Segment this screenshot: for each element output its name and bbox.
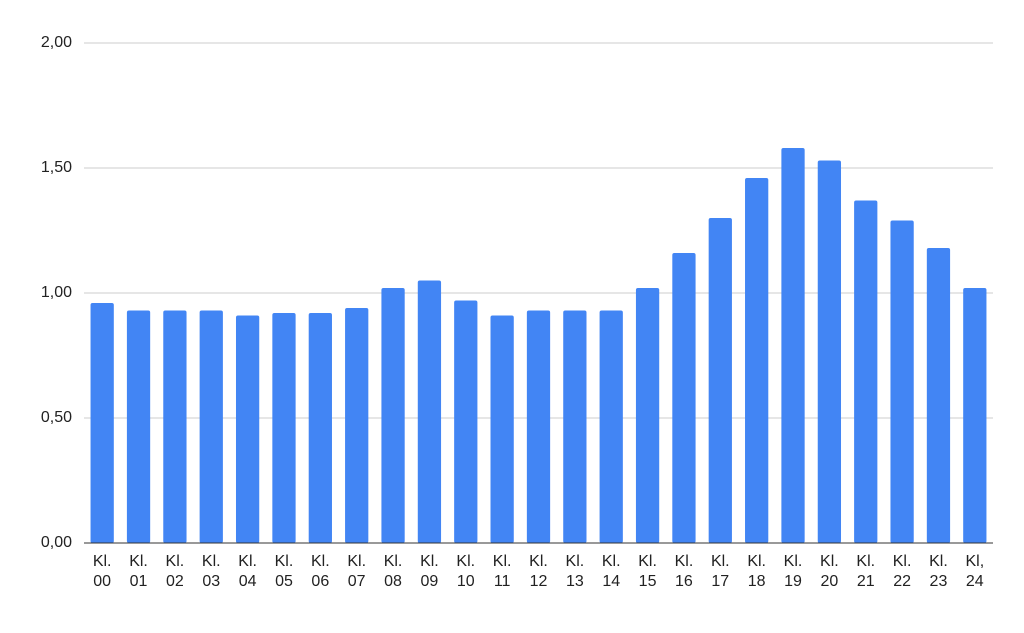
x-tick-label: Kl. 22 [892, 553, 912, 590]
bar [308, 313, 332, 543]
bar [417, 280, 442, 543]
bar [199, 310, 223, 543]
bar [454, 300, 478, 543]
x-tick-label: Kl. 19 [783, 553, 803, 590]
x-tick-label: Kl. 16 [674, 553, 694, 590]
bar [490, 315, 514, 543]
x-tick-label: Kl. 17 [710, 553, 730, 590]
x-tick-label: Kl. 04 [238, 553, 257, 590]
y-tick-label: 1,50 [40, 159, 72, 176]
bar [963, 288, 987, 543]
bar [708, 218, 732, 543]
bar [926, 248, 951, 543]
bar [563, 310, 587, 543]
bar [272, 313, 296, 543]
x-tick-label: Kl. 09 [420, 553, 439, 590]
x-tick-label: Kl. 05 [274, 553, 294, 590]
bar [599, 310, 623, 543]
y-tick-label: 1,00 [40, 284, 72, 301]
x-tick-label: Kl. 12 [529, 553, 548, 590]
bar [854, 200, 878, 543]
y-tick-label: 2,00 [40, 34, 72, 51]
bar [745, 178, 769, 543]
bar [381, 288, 405, 543]
x-tick-label: Kl. 07 [347, 553, 367, 590]
x-tick-label: Kl. 10 [456, 553, 476, 590]
bar [781, 148, 805, 543]
x-tick-label: Kl. 21 [856, 553, 876, 590]
x-tick-label: Kl. 08 [383, 553, 403, 590]
bar [817, 160, 842, 543]
x-tick-label: Kl. 02 [165, 553, 185, 590]
x-tick-label: Kl. 15 [638, 553, 657, 590]
x-tick-label: Kl. 00 [92, 553, 112, 590]
bar [635, 288, 660, 543]
bar [90, 303, 114, 543]
bar [672, 253, 696, 543]
x-tick-label: Kl. 01 [129, 553, 148, 590]
bar [163, 310, 187, 543]
x-tick-label: Kl. 23 [929, 553, 948, 590]
x-tick-label: Kl. 18 [747, 553, 766, 590]
x-tick-label: Kl. 20 [820, 553, 839, 590]
x-tick-label: Kl. 06 [310, 553, 330, 590]
y-tick-label: 0,00 [40, 534, 72, 551]
bar [890, 220, 914, 543]
y-tick-label: 0,50 [40, 409, 72, 426]
x-tick-label: Kl. 13 [565, 553, 585, 590]
bar [526, 310, 551, 543]
x-tick-label: Kl. 03 [201, 553, 221, 590]
bar [126, 310, 151, 543]
bar [235, 315, 260, 543]
bar [345, 308, 369, 543]
x-tick-label: Kl. 11 [492, 553, 512, 590]
x-tick-label: Kl, 24 [965, 553, 985, 590]
x-tick-label: Kl. 14 [601, 553, 621, 590]
